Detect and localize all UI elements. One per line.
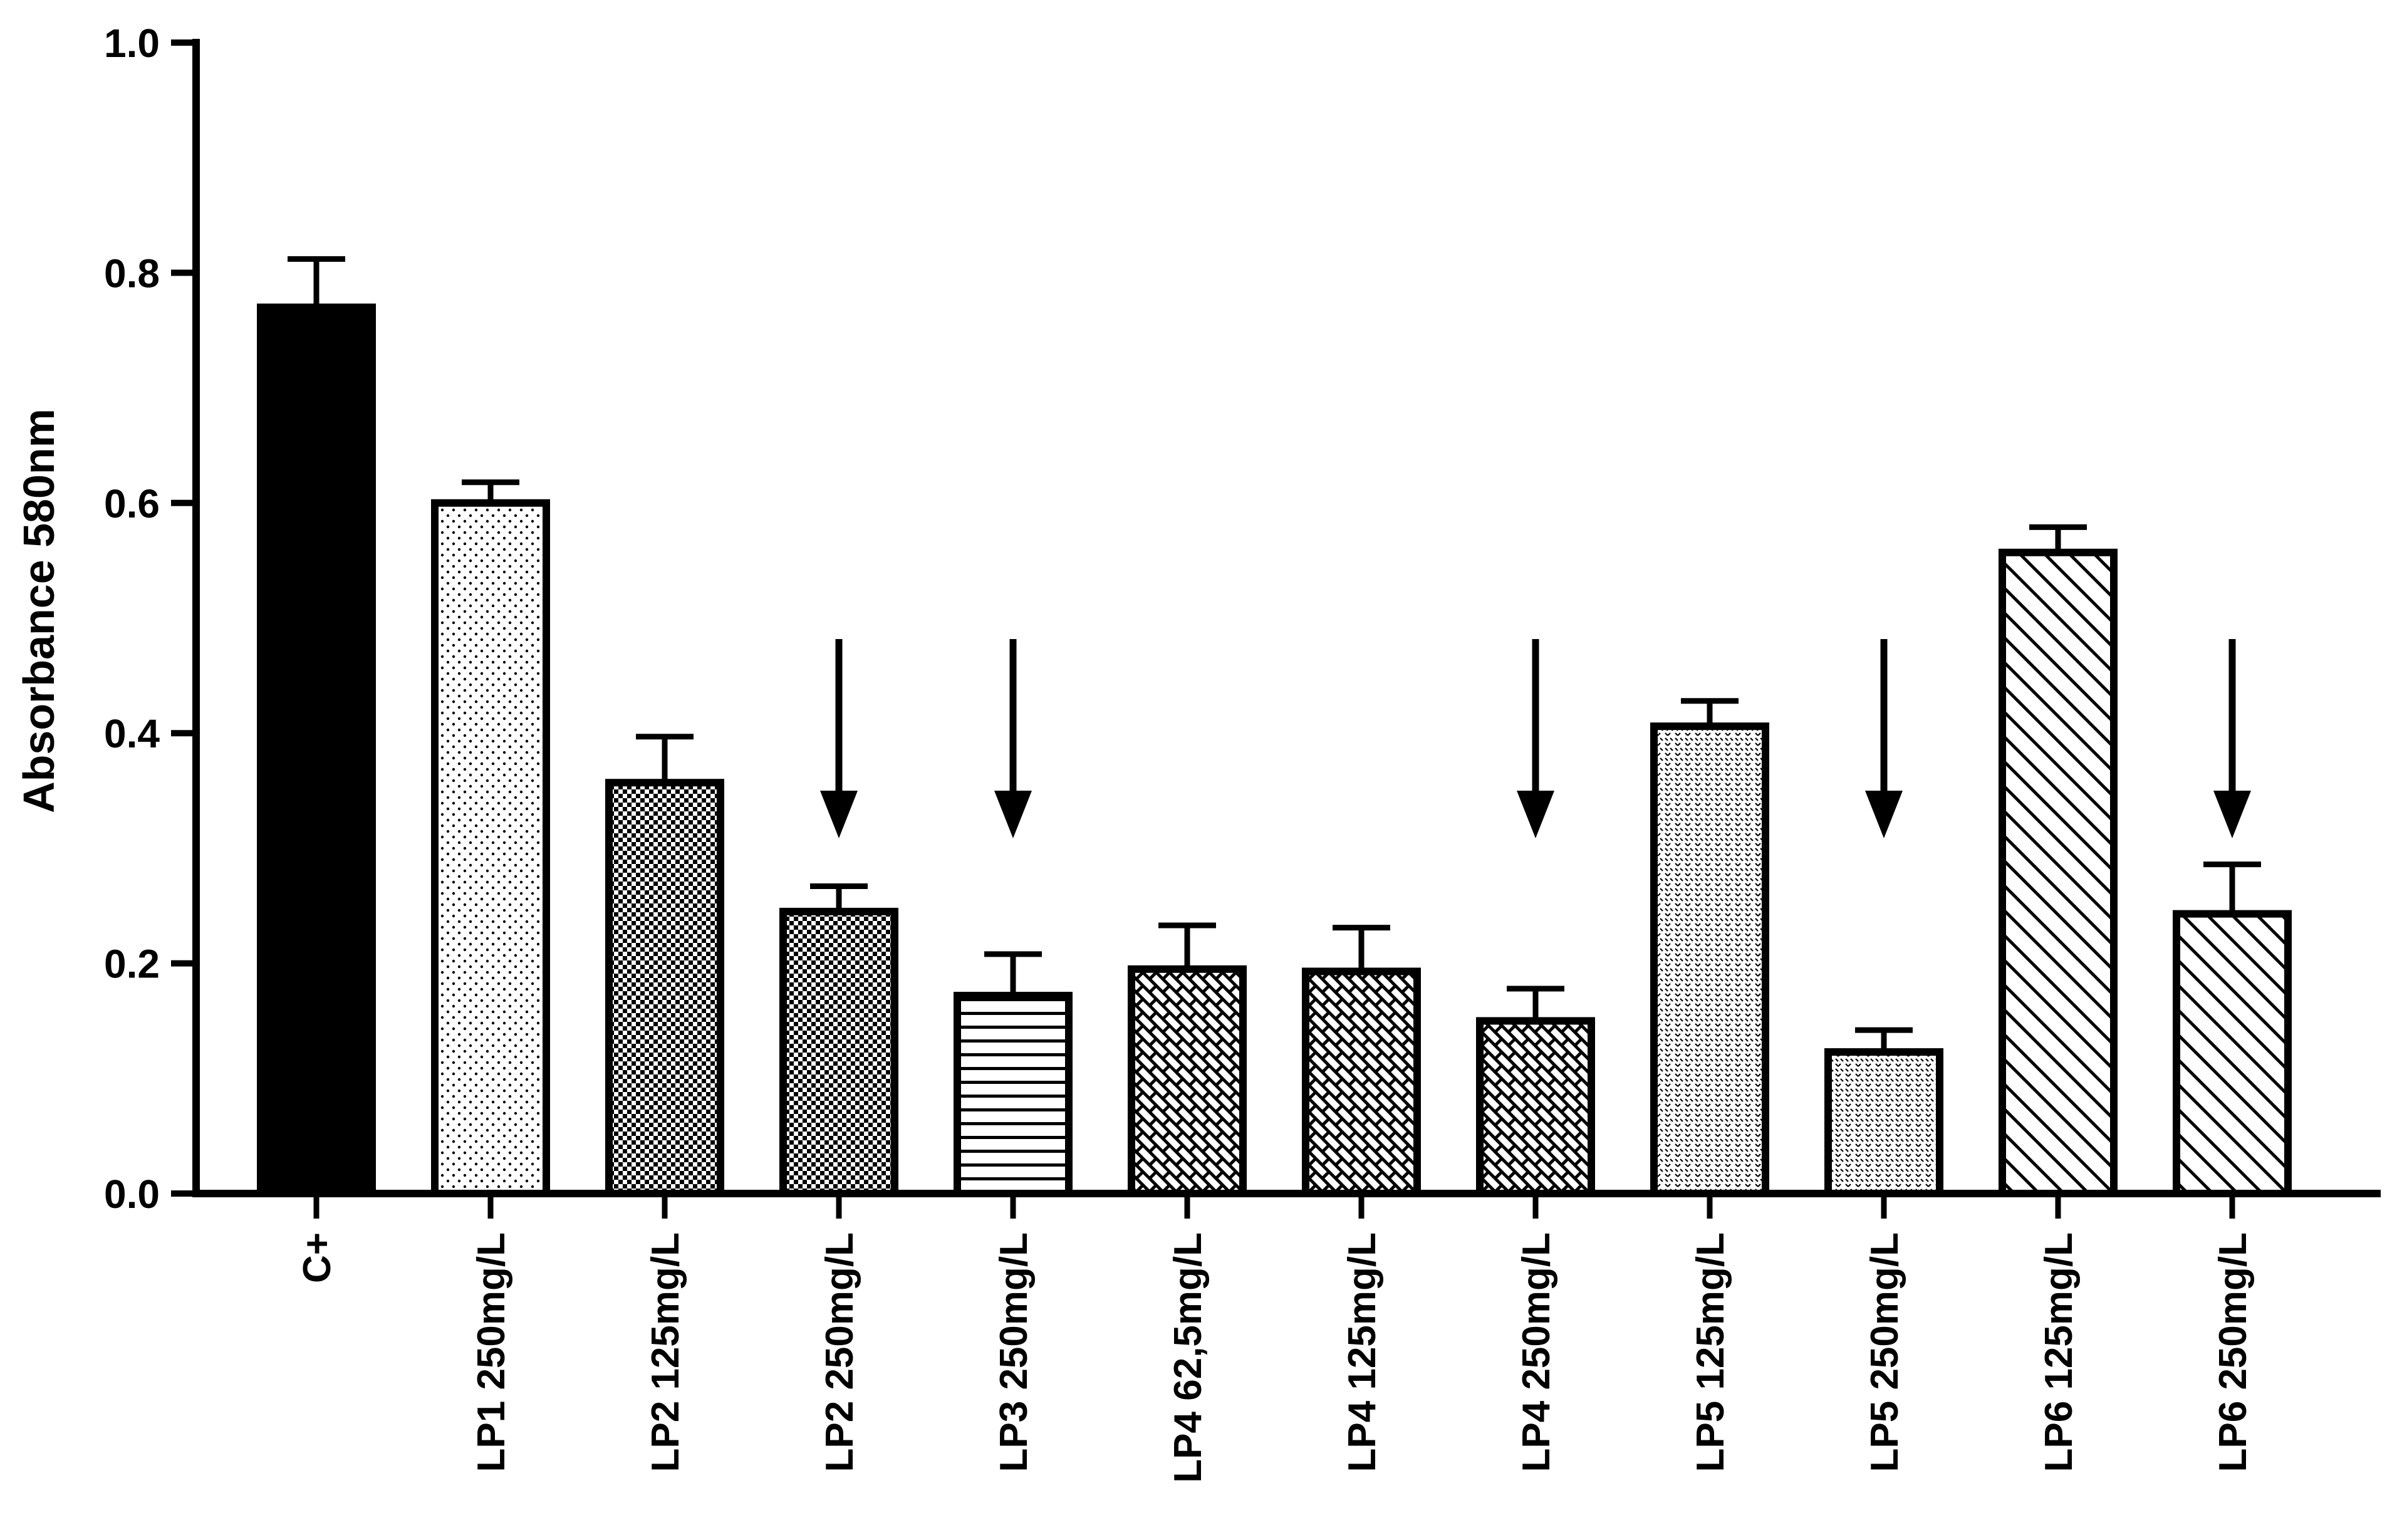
arrow-marker bbox=[820, 639, 858, 838]
bars-layer bbox=[257, 303, 2292, 1198]
bar-lp1-250mg-l bbox=[431, 499, 550, 1197]
x-tick-label: LP4 125mg/L bbox=[1341, 1232, 1384, 1472]
bar-lp5-125mg-l bbox=[1650, 722, 1769, 1197]
arrow-marker bbox=[1517, 639, 1554, 838]
arrows-layer bbox=[820, 639, 2251, 838]
x-tick-label: LP2 250mg/L bbox=[818, 1232, 861, 1472]
bar-lp4-125mg-l bbox=[1302, 967, 1421, 1197]
bar-lp5-250mg-l bbox=[1824, 1048, 1943, 1197]
bar-lp3-250mg-l bbox=[954, 992, 1073, 1197]
x-tick-label: LP1 250mg/L bbox=[470, 1232, 513, 1472]
error-bar-lp1-250mg-l bbox=[462, 479, 519, 503]
error-bar-lp2-250mg-l bbox=[810, 883, 868, 912]
error-bar-lp6-125mg-l bbox=[2029, 524, 2087, 553]
x-tick-label: C+ bbox=[296, 1232, 339, 1283]
x-tick-label: LP4 250mg/L bbox=[1515, 1232, 1558, 1472]
x-tick-label: LP6 250mg/L bbox=[2212, 1232, 2255, 1472]
x-tick-label: LP2 125mg/L bbox=[644, 1232, 687, 1472]
error-bar-lp3-250mg-l bbox=[984, 951, 1042, 996]
x-tick-label: LP5 250mg/L bbox=[1863, 1232, 1906, 1472]
y-tick-label: 0.0 bbox=[104, 1172, 160, 1217]
x-tick-label: LP4 62,5mg/L bbox=[1167, 1232, 1210, 1483]
axes-layer bbox=[171, 39, 2381, 1219]
arrow-marker bbox=[1865, 639, 1903, 838]
bar-lp6-125mg-l bbox=[1999, 548, 2118, 1197]
error-bar-lp4-62-5mg-l bbox=[1158, 922, 1216, 969]
error-bar-lp2-125mg-l bbox=[636, 734, 694, 783]
y-tick-label: 0.2 bbox=[104, 942, 160, 987]
bar-lp6-250mg-l bbox=[2173, 910, 2292, 1197]
error-bar-lp6-250mg-l bbox=[2203, 861, 2261, 914]
x-tick-label: LP3 250mg/L bbox=[992, 1232, 1036, 1472]
error-bar-lp4-250mg-l bbox=[1507, 986, 1564, 1021]
y-axis-label: Absorbance 580nm bbox=[14, 408, 63, 813]
error-bar-c bbox=[288, 256, 345, 308]
arrow-marker bbox=[2213, 639, 2251, 838]
x-tick-label: LP6 125mg/L bbox=[2037, 1232, 2081, 1472]
bar-lp4-62-5mg-l bbox=[1128, 965, 1247, 1198]
y-tick-label: 0.4 bbox=[104, 711, 160, 756]
bar-lp2-250mg-l bbox=[779, 907, 898, 1198]
error-bars-layer bbox=[288, 256, 2261, 1053]
error-bar-lp5-250mg-l bbox=[1855, 1027, 1913, 1053]
arrow-marker bbox=[994, 639, 1032, 838]
bar-lp4-250mg-l bbox=[1476, 1017, 1595, 1197]
error-bar-lp4-125mg-l bbox=[1333, 925, 1390, 972]
tick-labels-layer: C+ LP1 250mg/L LP2 125mg/L LP2 250mg/L LP3 2… bbox=[104, 21, 2255, 1483]
y-tick-label: 1.0 bbox=[104, 21, 160, 66]
y-tick-label: 0.8 bbox=[104, 251, 160, 296]
x-tick-label: LP5 125mg/L bbox=[1689, 1232, 1732, 1472]
bar-c bbox=[257, 303, 376, 1197]
y-tick-label: 0.6 bbox=[104, 481, 160, 526]
error-bar-lp5-125mg-l bbox=[1681, 698, 1739, 727]
bar-lp2-125mg-l bbox=[605, 779, 724, 1198]
